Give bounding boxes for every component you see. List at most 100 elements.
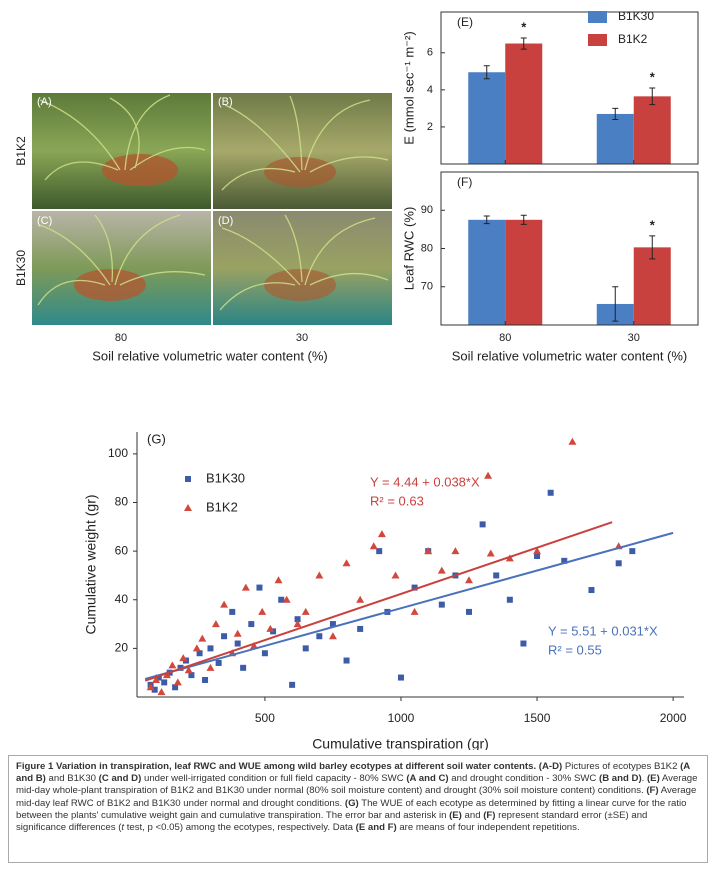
point bbox=[293, 620, 302, 628]
point bbox=[162, 671, 171, 679]
bar bbox=[633, 96, 671, 164]
point bbox=[356, 595, 365, 603]
point bbox=[261, 650, 268, 657]
caption-text: are means of four independent repetition… bbox=[396, 822, 580, 834]
point bbox=[248, 621, 255, 628]
point bbox=[215, 659, 222, 666]
caption-text: (C and D) bbox=[98, 773, 142, 785]
legend-swatch bbox=[588, 34, 607, 46]
photo bbox=[32, 93, 211, 209]
point bbox=[410, 607, 419, 615]
point bbox=[152, 675, 161, 683]
point bbox=[451, 547, 460, 555]
point bbox=[168, 661, 177, 669]
y-tick-label: 4 bbox=[427, 84, 433, 96]
point bbox=[161, 679, 168, 686]
y-tick-label: 60 bbox=[115, 543, 129, 557]
point bbox=[207, 645, 214, 652]
point bbox=[342, 559, 351, 567]
bar bbox=[468, 219, 506, 325]
y-axis-label: Cumulative weight (gr) bbox=[83, 494, 99, 634]
error-bar bbox=[483, 215, 490, 225]
caption-text: (F) bbox=[483, 809, 496, 821]
caption-text: under well-irrigated condition or full f… bbox=[141, 773, 407, 785]
point bbox=[329, 621, 336, 628]
fit-equation: R² = 0.55 bbox=[548, 642, 602, 657]
point bbox=[615, 560, 622, 567]
panel-label: (F) bbox=[457, 175, 472, 189]
error-bar bbox=[520, 37, 527, 50]
panel-label: (E) bbox=[457, 15, 473, 29]
caption-text: Average mid-day whole-plant transpiratio… bbox=[16, 773, 698, 797]
y-tick-label: 100 bbox=[108, 446, 128, 460]
point bbox=[438, 601, 445, 608]
photo-label: (A) bbox=[37, 96, 52, 108]
point bbox=[146, 683, 155, 691]
point bbox=[506, 596, 513, 603]
point bbox=[534, 552, 541, 559]
y-axis-label: E (mmol sec⁻¹ m⁻²) bbox=[401, 31, 416, 144]
y-axis-label: Leaf RWC (%) bbox=[401, 207, 416, 291]
error-bar bbox=[612, 286, 619, 322]
bar bbox=[505, 43, 543, 165]
point bbox=[172, 684, 179, 691]
point bbox=[241, 583, 250, 591]
x-tick-label: 80 bbox=[499, 332, 511, 344]
fit-line bbox=[144, 521, 613, 682]
point bbox=[493, 572, 500, 579]
point bbox=[184, 666, 193, 674]
x-axis-label: Soil relative volumetric water content (… bbox=[452, 348, 688, 363]
caption-text: test, p <0.05) among the ecotypes, respe… bbox=[124, 822, 356, 834]
column-label: 80 bbox=[115, 332, 127, 344]
photo bbox=[213, 211, 392, 325]
point bbox=[479, 521, 486, 528]
legend-swatch bbox=[588, 11, 607, 23]
caption-text: Pictures of ecotypes B1K2 bbox=[562, 761, 681, 772]
x-tick-label: 1500 bbox=[524, 711, 551, 725]
error-bar bbox=[520, 214, 527, 225]
point bbox=[229, 608, 236, 615]
point bbox=[192, 644, 201, 652]
photo-label: (C) bbox=[37, 215, 52, 227]
y-tick-label: 2 bbox=[427, 121, 433, 133]
point bbox=[369, 542, 378, 550]
bar bbox=[468, 72, 506, 164]
point bbox=[173, 678, 182, 686]
point bbox=[484, 471, 493, 479]
point bbox=[411, 584, 418, 591]
legend-label: B1K2 bbox=[618, 32, 648, 46]
caption-text: (E) bbox=[646, 773, 660, 785]
photo-label: (D) bbox=[218, 215, 233, 227]
y-tick-label: 90 bbox=[421, 204, 433, 216]
caption-text: t bbox=[121, 822, 125, 834]
y-tick-label: 80 bbox=[421, 242, 433, 254]
caption-text: and B1K30 bbox=[45, 773, 99, 785]
x-tick-label: 30 bbox=[628, 332, 640, 344]
point bbox=[258, 607, 267, 615]
plot-frame bbox=[440, 11, 699, 165]
row-label: B1K2 bbox=[14, 136, 28, 166]
caption-text: (E) bbox=[449, 809, 462, 821]
point bbox=[289, 681, 296, 688]
point bbox=[151, 686, 158, 693]
y-tick-label: 20 bbox=[115, 641, 129, 655]
point bbox=[328, 632, 337, 640]
point bbox=[188, 672, 195, 679]
point bbox=[357, 625, 364, 632]
point bbox=[376, 548, 383, 555]
error-bar bbox=[649, 87, 656, 106]
point bbox=[220, 600, 229, 608]
point bbox=[221, 633, 228, 640]
caption-text: represent standard error (±SE) and signi… bbox=[16, 809, 648, 834]
significance-mark: * bbox=[650, 217, 656, 232]
point bbox=[397, 674, 404, 681]
point bbox=[301, 607, 310, 615]
pot bbox=[102, 154, 178, 186]
x-axis-label: Cumulative transpiration (gr) bbox=[312, 736, 489, 750]
point bbox=[233, 629, 242, 637]
point bbox=[316, 633, 323, 640]
point bbox=[343, 657, 350, 664]
photo bbox=[213, 93, 392, 209]
legend-label: B1K30 bbox=[206, 470, 245, 485]
